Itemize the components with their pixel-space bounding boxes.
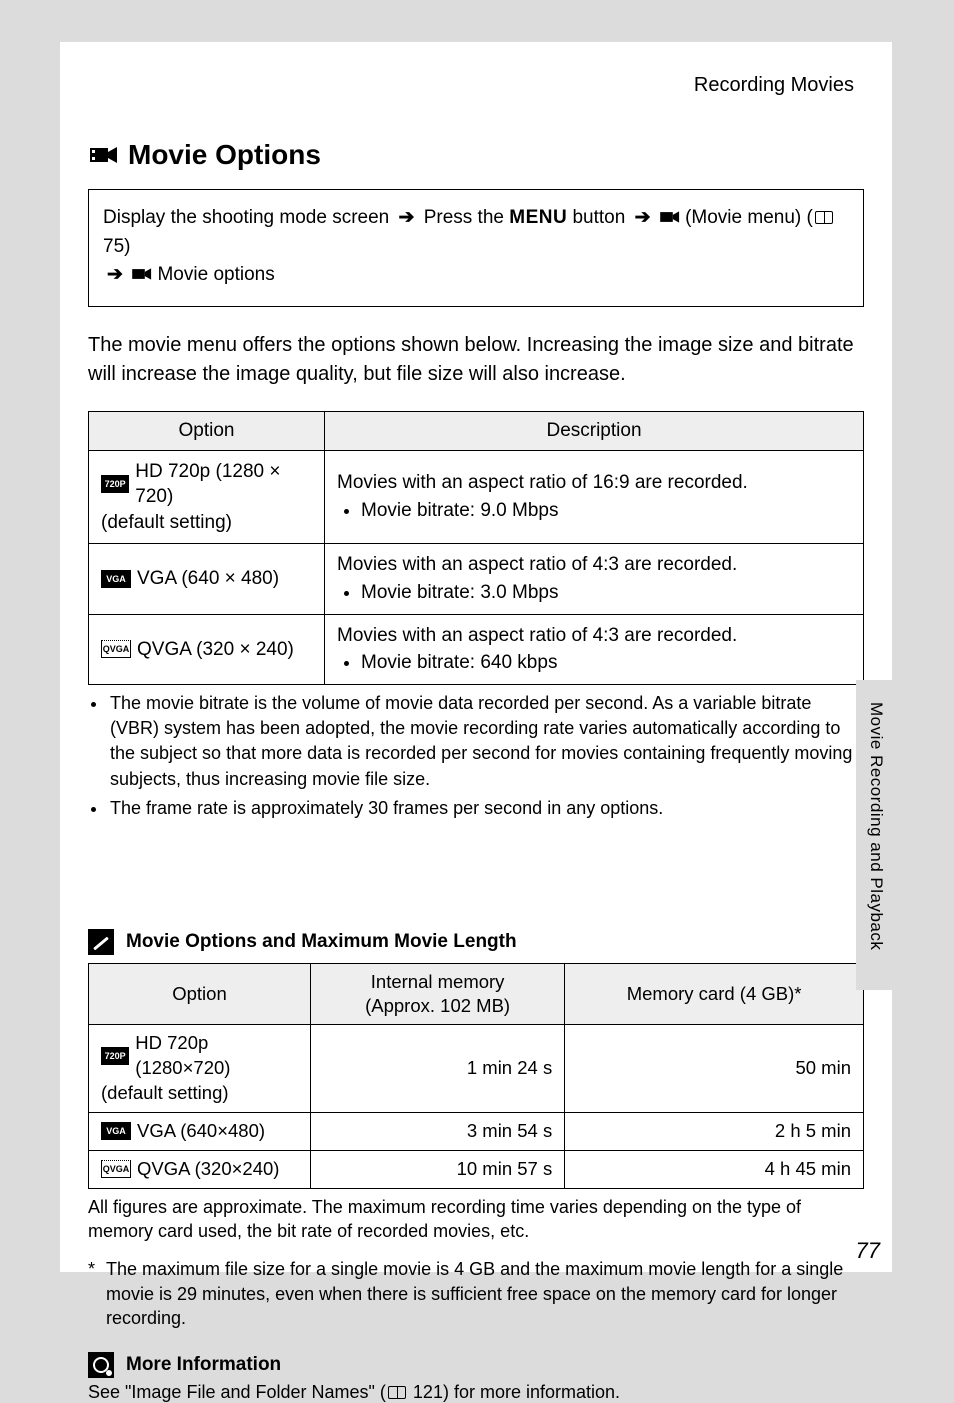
option-desc: Movies with an aspect ratio of 4:3 are r… [337,623,851,649]
header-line: (Approx. 102 MB) [365,995,510,1016]
table-header: Description [325,411,864,450]
table-row: 720P HD 720p (1280 × 720) (default setti… [89,450,864,544]
table-row: QVGA QVGA (320 × 240) Movies with an asp… [89,614,864,684]
arrow-icon: ➔ [635,207,651,228]
asterisk-note: * The maximum file size for a single mov… [88,1257,864,1330]
navigation-path-box: Display the shooting mode screen ➔ Press… [88,189,864,307]
table-header: Memory card (4 GB)* [565,963,864,1024]
header-line: Internal memory [371,971,505,992]
note-item: The movie bitrate is the volume of movie… [108,691,864,792]
section-breadcrumb: Recording Movies [60,42,892,97]
more-info-pageref: 121) for more information. [413,1382,620,1402]
resolution-icon: 720P [101,1047,129,1065]
table-row: VGA VGA (640 × 480) Movies with an aspec… [89,544,864,614]
menu-button-label: MENU [509,207,567,228]
nav-text: (Movie menu) ( [685,207,813,228]
option-desc: Movies with an aspect ratio of 4:3 are r… [337,552,851,578]
more-info-part: See "Image File and Folder Names" ( [88,1382,386,1402]
option-sub: (default setting) [101,510,312,536]
option-label: QVGA (320 × 240) [137,637,294,663]
asterisk: * [88,1257,106,1330]
cell-value: 10 min 57 s [311,1150,565,1188]
arrow-icon: ➔ [399,207,415,228]
cell-value: 3 min 54 s [311,1112,565,1150]
cell-value: 50 min [565,1025,864,1113]
movie-icon [132,267,152,281]
notes-list: The movie bitrate is the volume of movie… [88,691,864,821]
option-bullet: Movie bitrate: 3.0 Mbps [361,580,851,606]
option-label: HD 720p (1280×720) [135,1031,298,1081]
option-label: HD 720p (1280 × 720) [135,459,312,510]
table-header: Option [89,963,311,1024]
resolution-icon: 720P [101,475,129,493]
asterisk-text: The maximum file size for a single movie… [106,1257,864,1330]
table-header: Option [89,411,325,450]
sub-heading-row: Movie Options and Maximum Movie Length [88,929,864,955]
option-sub: (default setting) [101,1081,298,1106]
resolution-icon: VGA [101,570,131,588]
note-item: The frame rate is approximately 30 frame… [108,796,864,821]
cell-value: 4 h 45 min [565,1150,864,1188]
option-bullet: Movie bitrate: 640 kbps [361,650,851,676]
resolution-icon: QVGA [101,640,131,658]
table-header: Internal memory (Approx. 102 MB) [311,963,565,1024]
more-info-heading-row: More Information [88,1352,864,1378]
nav-text: Display the shooting mode screen [103,207,389,228]
nav-text: Movie options [157,264,274,285]
page-title-row: Movie Options [60,97,892,171]
option-label: VGA (640×480) [137,1119,265,1144]
nav-text: Press the [424,207,504,228]
resolution-icon: QVGA [101,1160,131,1178]
intro-paragraph: The movie menu offers the options shown … [88,331,864,389]
movie-icon [660,210,680,224]
pencil-icon [88,929,114,955]
option-label: VGA (640 × 480) [137,566,279,592]
page-title: Movie Options [128,139,321,171]
page-ref: 75) [103,236,130,257]
footnote: All figures are approximate. The maximum… [88,1195,864,1244]
book-icon [815,211,833,224]
more-info-heading: More Information [126,1354,281,1376]
arrow-icon: ➔ [107,264,123,285]
movie-icon [90,145,118,165]
sub-heading: Movie Options and Maximum Movie Length [126,931,517,953]
page-number: 77 [856,1238,880,1264]
book-icon [388,1386,406,1399]
movie-options-table: Option Description 720P HD 720p (1280 × … [88,411,864,685]
option-label: QVGA (320×240) [137,1157,279,1182]
option-bullet: Movie bitrate: 9.0 Mbps [361,498,851,524]
more-info-text: See "Image File and Folder Names" ( 121)… [88,1382,864,1403]
movie-length-table: Option Internal memory (Approx. 102 MB) … [88,963,864,1189]
cell-value: 1 min 24 s [311,1025,565,1113]
info-icon [88,1352,114,1378]
table-row: VGA VGA (640×480) 3 min 54 s 2 h 5 min [89,1112,864,1150]
nav-text: button [572,207,625,228]
cell-value: 2 h 5 min [565,1112,864,1150]
side-tab-label: Movie Recording and Playback [866,702,886,950]
table-row: 720P HD 720p (1280×720) (default setting… [89,1025,864,1113]
table-row: QVGA QVGA (320×240) 10 min 57 s 4 h 45 m… [89,1150,864,1188]
page: Recording Movies Movie Options Display t… [60,42,892,1272]
resolution-icon: VGA [101,1122,131,1140]
option-desc: Movies with an aspect ratio of 16:9 are … [337,470,851,496]
